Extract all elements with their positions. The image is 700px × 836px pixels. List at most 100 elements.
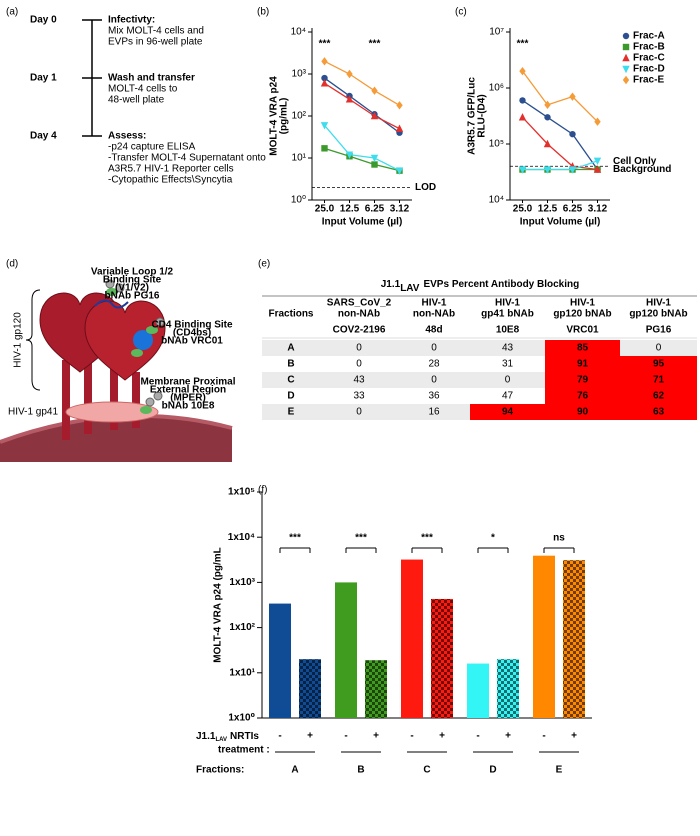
antibody-name: 48d (425, 325, 442, 336)
x-tick-label: 12.5 (340, 204, 360, 215)
marker (395, 124, 404, 132)
cell-value: 0 (356, 343, 362, 354)
bar (401, 559, 423, 718)
category-label: C (423, 765, 430, 776)
series-line (324, 124, 400, 172)
y-tick-label: 10² (292, 111, 307, 122)
annotation: *** (319, 39, 331, 50)
marker (518, 166, 527, 174)
highlight-cell (620, 404, 697, 420)
cell-value: 0 (431, 375, 437, 386)
panel-label: (f) (258, 485, 267, 496)
cell-value: 0 (431, 343, 437, 354)
treatment-sign: + (505, 731, 511, 742)
table-title: J1.1LAV EVPs Percent Antibody Blocking (381, 279, 580, 294)
treatment-sign: - (278, 731, 281, 742)
cell-value: 71 (653, 375, 665, 386)
marker (622, 32, 630, 40)
y-tick-label: 1x10⁴ (228, 532, 255, 543)
cell-value: 0 (356, 407, 362, 418)
y-axis-label: RLU-(D4) (477, 94, 488, 137)
bar (365, 660, 387, 718)
marker (518, 113, 527, 121)
site-label: Variable Loop 1/2 Binding Site (V1/V2) b… (91, 267, 236, 412)
cell-value: 33 (353, 391, 365, 402)
y-tick-label: 10⁵ (489, 139, 504, 150)
series-line (324, 77, 400, 134)
marker (593, 157, 602, 166)
gp41-label: HIV-1 gp41 (8, 407, 58, 418)
category-label: D (489, 765, 496, 776)
antibody (145, 397, 155, 407)
marker (569, 130, 576, 138)
antibody (146, 326, 158, 334)
panel-label: (c) (455, 7, 467, 18)
y-tick-label: 10⁶ (489, 83, 504, 94)
panel-label: (b) (257, 7, 269, 18)
gp120-label: HIV-1 gp120 (13, 312, 24, 368)
column-header: HIV-1 (570, 298, 595, 309)
significance: ns (553, 533, 565, 544)
site-text: bNAb VRC01 (161, 336, 223, 347)
title-part: J1.1 (381, 279, 401, 290)
marker (321, 145, 328, 152)
gp41-ring (65, 401, 159, 423)
x-tick-label: 6.25 (563, 204, 583, 215)
antibody (115, 283, 125, 293)
marker (371, 86, 378, 95)
marker (593, 165, 602, 173)
y-tick-label: 10³ (292, 69, 307, 80)
step-text: MOLT-4 cells to (108, 84, 178, 95)
panel-label: (d) (6, 259, 18, 270)
y-tick-label: 1x10⁰ (228, 713, 255, 724)
antibody-name: 10E8 (496, 325, 520, 336)
marker (320, 122, 329, 130)
legend-label: Frac-C (633, 53, 665, 64)
cell-value: 0 (356, 359, 362, 370)
cell-value: 62 (653, 391, 665, 402)
stem (110, 368, 118, 430)
category-label: E (556, 765, 563, 776)
cell-value: 47 (502, 391, 514, 402)
reference-label: Cell Only (613, 156, 657, 167)
marker (519, 66, 526, 76)
marker (568, 166, 577, 174)
site-text: bNAb 10E8 (162, 401, 215, 412)
treatment-sign: + (439, 731, 445, 742)
y-tick-label: 10⁷ (489, 27, 504, 38)
x-tick-label: 6.25 (365, 204, 385, 215)
column-header: non-NAb (338, 309, 380, 320)
cell-value: 31 (502, 359, 514, 370)
y-tick-label: 1x10³ (229, 577, 255, 588)
step-text: A3R5.7 HIV-1 Reporter cells (108, 164, 234, 175)
step-text: -Cytopathic Effects\Syncytia (108, 175, 233, 186)
column-header: gp41 bNAb (481, 309, 534, 320)
marker (569, 92, 576, 101)
y-axis-label: A3R5.7 GFP/Luc (467, 77, 478, 155)
marker (622, 65, 630, 74)
y-axis-label: MOLT-4 VRA p24 (269, 76, 280, 156)
cell-value: 91 (577, 359, 589, 370)
highlight-cell (620, 388, 697, 404)
gp120-head (84, 300, 166, 381)
column-header: HIV-1 (495, 298, 520, 309)
highlight-cell (620, 372, 697, 388)
antibody-name: COV2-2196 (333, 325, 386, 336)
bar (335, 582, 357, 718)
row-name: A (287, 343, 294, 354)
step-text: 48-well plate (108, 95, 165, 106)
column-header: non-NAb (413, 309, 455, 320)
antibody (106, 288, 118, 296)
highlight-cell (545, 388, 620, 404)
stem (62, 360, 70, 440)
site-text: (V1/V2) (115, 283, 149, 294)
treatment-sign: + (307, 731, 313, 742)
marker (594, 117, 601, 126)
reference-label: Background (613, 164, 671, 175)
cell-value: 28 (428, 359, 440, 370)
step-text: Mix MOLT-4 cells and (108, 26, 204, 37)
x-tick-label: 3.12 (390, 204, 410, 215)
marker (321, 74, 328, 82)
cell-value: 95 (653, 359, 665, 370)
cell-value: 36 (428, 391, 440, 402)
